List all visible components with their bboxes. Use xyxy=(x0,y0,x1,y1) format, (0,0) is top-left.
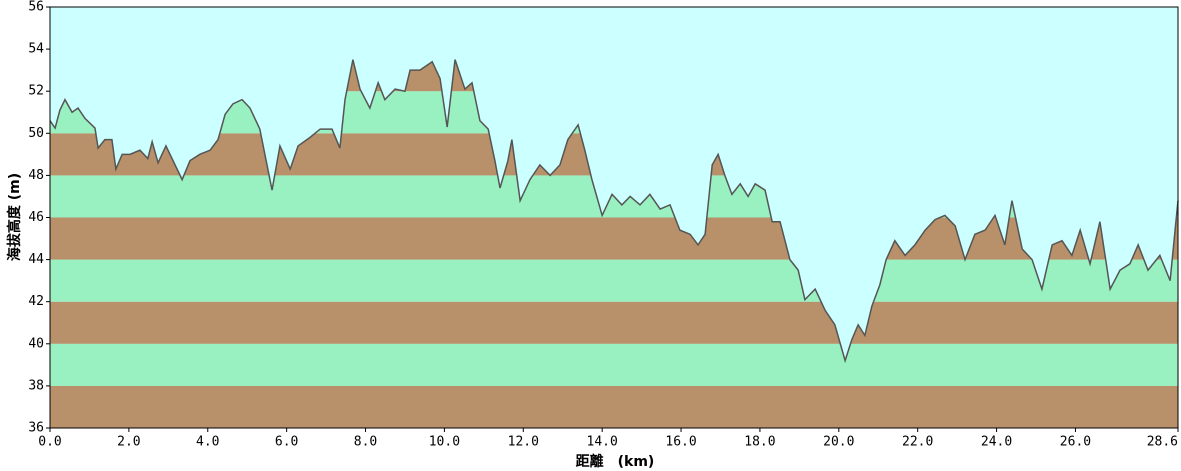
x-tick-label: 28.6 xyxy=(1147,435,1178,450)
y-tick-label: 52 xyxy=(28,84,44,99)
x-tick-label: 16.0 xyxy=(665,435,696,450)
x-tick-label: 4.0 xyxy=(196,435,219,450)
y-tick-label: 46 xyxy=(28,210,44,225)
y-tick-label: 50 xyxy=(28,126,44,141)
elevation-band xyxy=(50,259,1178,302)
y-tick-label: 48 xyxy=(28,168,44,183)
x-tick-label: 18.0 xyxy=(744,435,775,450)
x-tick-label: 0.0 xyxy=(38,435,61,450)
y-tick-label: 40 xyxy=(28,336,44,351)
x-tick-label: 6.0 xyxy=(275,435,298,450)
y-axis-title: 海拔高度 (m) xyxy=(6,173,23,261)
x-tick-label: 12.0 xyxy=(508,435,539,450)
x-tick-label: 14.0 xyxy=(587,435,618,450)
elevation-band xyxy=(50,301,1178,344)
y-tick-label: 38 xyxy=(28,378,44,393)
x-tick-label: 8.0 xyxy=(354,435,377,450)
y-tick-label: 44 xyxy=(28,252,44,267)
x-tick-label: 26.0 xyxy=(1060,435,1091,450)
y-tick-label: 36 xyxy=(28,421,44,436)
x-tick-label: 20.0 xyxy=(823,435,854,450)
x-axis-title: 距離 (km) xyxy=(576,453,655,470)
elevation-band xyxy=(50,385,1178,428)
elevation-line xyxy=(49,59,1179,364)
x-tick-label: 24.0 xyxy=(981,435,1012,450)
y-tick-label: 56 xyxy=(28,0,44,15)
x-tick-label: 10.0 xyxy=(429,435,460,450)
elevation-band xyxy=(50,343,1178,386)
y-tick-label: 54 xyxy=(28,42,44,57)
elevation-band xyxy=(50,217,1178,260)
x-tick-label: 2.0 xyxy=(117,435,140,450)
x-tick-label: 22.0 xyxy=(902,435,933,450)
y-tick-label: 42 xyxy=(28,294,44,309)
